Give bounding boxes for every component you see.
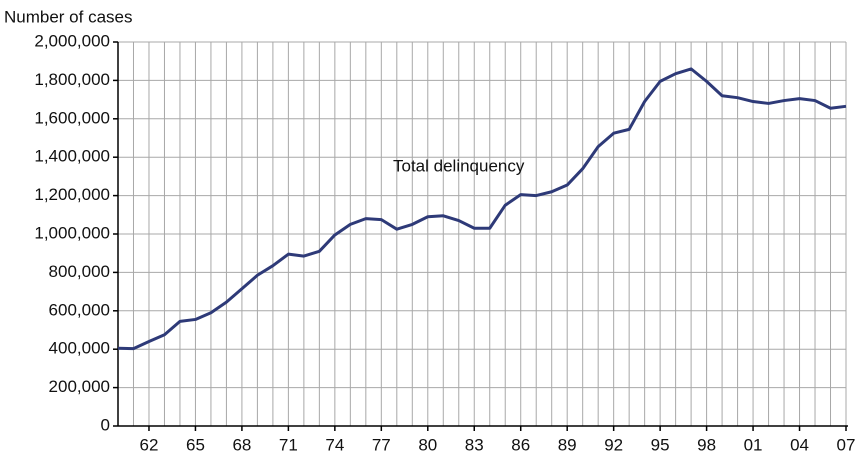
x-tick-label: 98 [697, 435, 716, 454]
y-tick-label: 1,800,000 [34, 70, 110, 89]
y-tick-label: 1,000,000 [34, 223, 110, 242]
x-tick-label: 01 [744, 435, 763, 454]
series-label: Total delinquency [393, 156, 525, 175]
x-tick-label: 80 [418, 435, 437, 454]
x-tick-label: 89 [558, 435, 577, 454]
y-tick-label: 400,000 [49, 339, 110, 358]
x-tick-label: 04 [790, 435, 809, 454]
x-tick-label: 83 [465, 435, 484, 454]
y-tick-label: 200,000 [49, 377, 110, 396]
y-tick-label: 600,000 [49, 300, 110, 319]
x-tick-label: 74 [325, 435, 344, 454]
x-tick-label: 62 [140, 435, 159, 454]
y-tick-label: 1,200,000 [34, 185, 110, 204]
y-tick-label: 0 [101, 415, 110, 434]
x-tick-label: 77 [372, 435, 391, 454]
x-tick-label: 07 [837, 435, 856, 454]
x-tick-label: 92 [604, 435, 623, 454]
x-tick-label: 95 [651, 435, 670, 454]
x-tick-label: 86 [511, 435, 530, 454]
y-axis-title: Number of cases [4, 7, 133, 26]
x-tick-label: 65 [186, 435, 205, 454]
y-tick-label: 1,600,000 [34, 108, 110, 127]
data-line [117, 67, 847, 351]
y-tick-label: 2,000,000 [34, 31, 110, 50]
y-tick-label: 800,000 [49, 262, 110, 281]
y-tick-label: 1,400,000 [34, 147, 110, 166]
x-tick-label: 71 [279, 435, 298, 454]
x-tick-label: 68 [232, 435, 251, 454]
